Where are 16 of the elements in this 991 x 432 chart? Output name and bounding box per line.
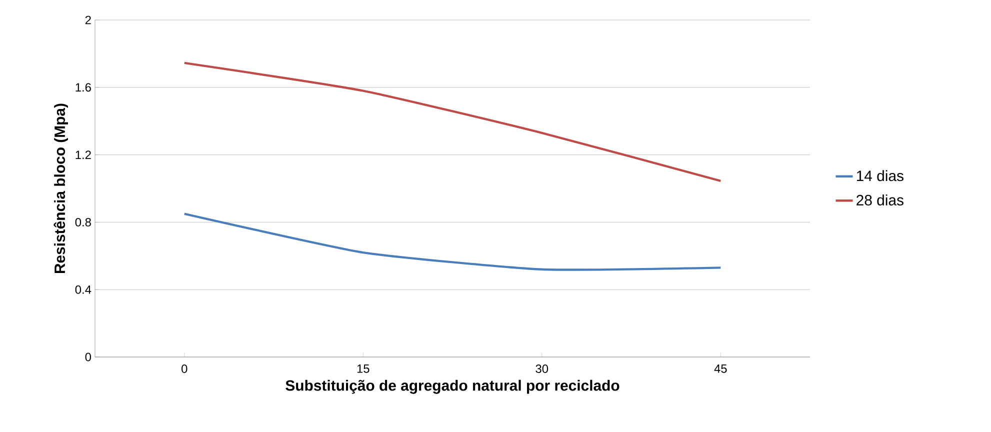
- line-series: [183, 212, 722, 271]
- y-axis-title: Resistência bloco (Mpa): [54, 104, 68, 274]
- y-tick-label: 2: [85, 16, 91, 24]
- y-tick-label: 0.8: [75, 218, 91, 226]
- y-tick-label: 1.2: [76, 150, 91, 159]
- x-tick-label: 15: [357, 364, 370, 373]
- x-tick-label: 45: [714, 364, 727, 373]
- x-tick-label: 0: [182, 364, 188, 373]
- legend-label: 28 dias: [856, 194, 904, 206]
- x-axis-title: Substituição de agregado natural por reciclado: [286, 380, 620, 394]
- x-tick-label: 30: [536, 364, 548, 373]
- legend-label: 14 dias: [856, 170, 904, 182]
- y-tick-label: 1.6: [76, 83, 91, 92]
- line-series: [183, 62, 722, 182]
- y-tick-label: 0: [85, 352, 92, 362]
- y-tick-label: 0.4: [75, 285, 92, 294]
